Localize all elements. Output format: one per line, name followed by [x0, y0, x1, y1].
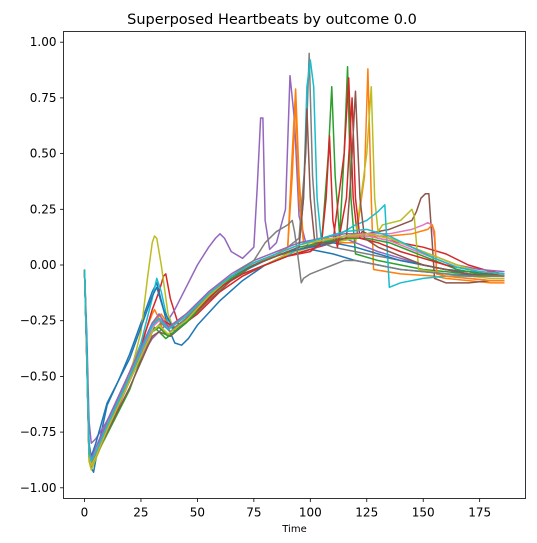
x-tick-label: 150	[412, 506, 435, 520]
x-tick-label: 50	[190, 506, 205, 520]
y-tick-label: 0.00	[30, 258, 57, 272]
y-tick-label: 1.00	[30, 35, 57, 49]
x-tick-label: 175	[468, 506, 491, 520]
y-tick-label: −0.25	[20, 314, 57, 328]
y-tick-label: −0.75	[20, 425, 57, 439]
x-tick-label: 100	[299, 506, 322, 520]
x-tick-label: 25	[133, 506, 148, 520]
y-tick-label: 0.25	[30, 202, 57, 216]
x-tick-label: 0	[81, 506, 89, 520]
x-tick-label: 75	[246, 506, 261, 520]
x-axis-label: Time	[281, 524, 306, 535]
y-tick-label: 0.50	[30, 147, 57, 161]
x-tick-label: 125	[355, 506, 378, 520]
y-tick-label: −0.50	[20, 369, 57, 383]
chart-title: Superposed Heartbeats by outcome 0.0	[127, 12, 417, 28]
y-tick-label: 0.75	[30, 91, 57, 105]
y-tick-label: −1.00	[20, 481, 57, 495]
